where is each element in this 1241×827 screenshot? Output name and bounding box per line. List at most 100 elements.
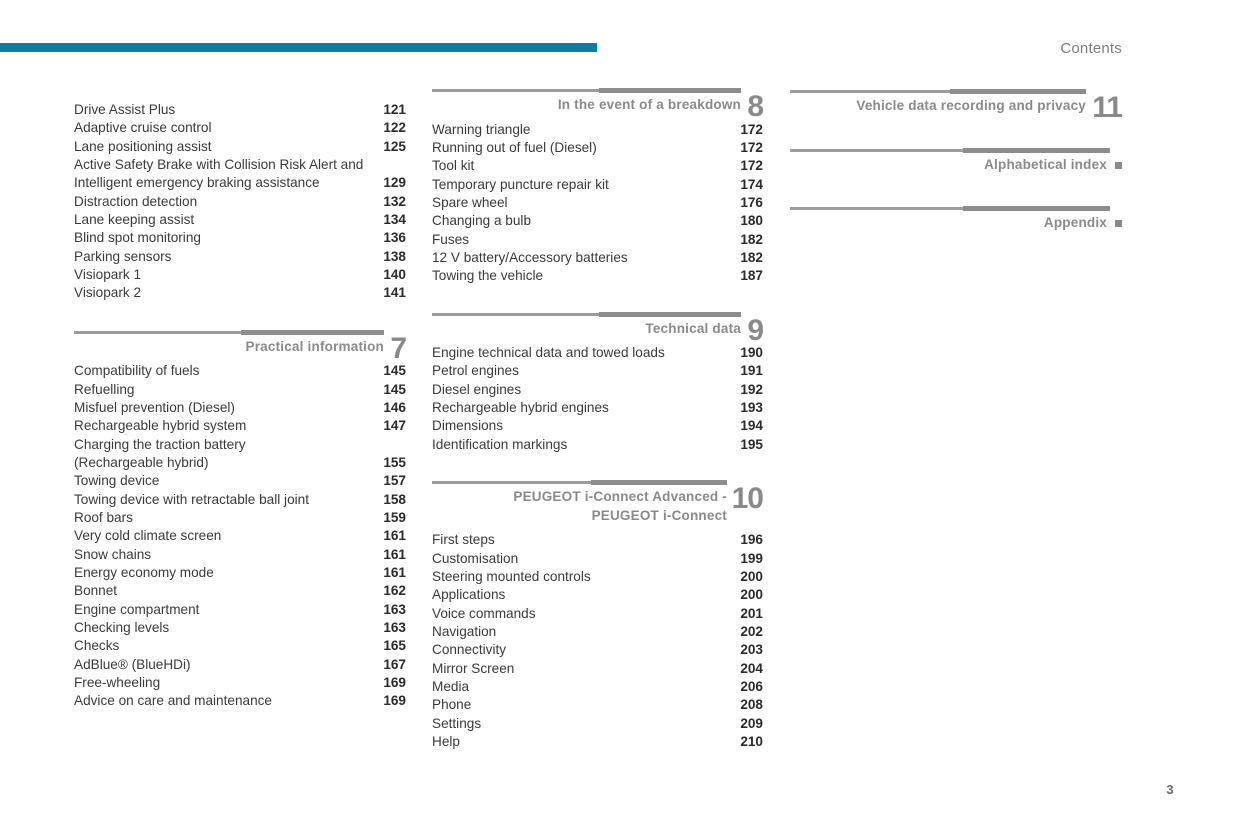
toc-section: Vehicle data recording and privacy 11	[790, 89, 1123, 123]
toc-entry: Intelligent emergency braking assistance…	[74, 174, 406, 192]
toc-entry-label: Phone	[432, 697, 472, 713]
toc-entry-label: Diesel engines	[432, 381, 522, 397]
section-divider-rule	[790, 89, 1086, 94]
toc-entry-page: 172	[740, 158, 763, 174]
section-title: Vehicle data recording and privacy	[790, 97, 1086, 116]
toc-entry-page: 161	[383, 528, 406, 544]
toc-entry-page: 203	[740, 642, 763, 658]
section-divider-rule	[790, 206, 1110, 211]
toc-entry-page: 180	[740, 213, 763, 229]
square-bullet-icon	[1115, 220, 1122, 227]
section-header: PEUGEOT i-Connect Advanced - PEUGEOT i-Co…	[432, 482, 764, 526]
section-title-text: Practical information	[245, 338, 384, 354]
toc-entry-label: Running out of fuel (Diesel)	[432, 139, 597, 155]
section-number: 7	[390, 331, 407, 365]
section-number: 10	[731, 482, 764, 516]
toc-entry-label: Media	[432, 678, 470, 694]
toc-entry-page: 209	[740, 715, 763, 731]
toc-entry: Customisation 199	[432, 550, 763, 568]
toc-entry: Rechargeable hybrid system 147	[74, 417, 406, 435]
toc-entry-page: 182	[740, 231, 763, 247]
toc-entry-page: 187	[740, 268, 763, 284]
toc-entry: Tool kit 172	[432, 157, 763, 175]
toc-entry-label: Changing a bulb	[432, 213, 532, 229]
toc-entry-page: 194	[740, 418, 763, 434]
toc-entry-label: Intelligent emergency braking assistance	[74, 175, 320, 191]
toc-entry: Towing device 157	[74, 472, 406, 490]
toc-entry-label: Roof bars	[74, 510, 133, 526]
toc-entry-label: Parking sensors	[74, 248, 172, 264]
toc-entry-label: Bonnet	[74, 583, 118, 599]
toc-entry-page: 155	[383, 455, 406, 470]
toc-entry: Roof bars 159	[74, 509, 406, 527]
toc-entry-page: 158	[383, 491, 406, 507]
toc-entry: Compatibility of fuels 145	[74, 362, 406, 380]
toc-entry: Free-wheeling 169	[74, 674, 406, 692]
section-title-lines: In the event of a breakdown	[432, 93, 741, 115]
toc-entry: Towing the vehicle 187	[432, 267, 763, 285]
toc-entry-label: Customisation	[432, 550, 519, 566]
toc-entry-label: Free-wheeling	[74, 675, 161, 691]
toc-entry-page: 176	[740, 194, 763, 210]
toc-entry-label: Blind spot monitoring	[74, 230, 201, 246]
toc-entry: Navigation 202	[432, 623, 763, 641]
toc-entry-label: Visiopark 1	[74, 267, 141, 283]
toc-entry-label: Settings	[432, 715, 482, 731]
toc-entry: Settings 209	[432, 715, 763, 733]
toc-entry: Mirror Screen 204	[432, 660, 763, 678]
section-entries: Drive Assist Plus 121 Adaptive cruise cont…	[74, 101, 406, 303]
toc-entry: Warning triangle 172	[432, 121, 763, 139]
square-bullet-icon	[1115, 161, 1122, 169]
toc-entry: Spare wheel 176	[432, 194, 763, 212]
section-title-text: Alphabetical index	[984, 156, 1107, 172]
toc-entry: Active Safety Brake with Collision Risk …	[74, 156, 406, 174]
toc-entry: Checks 165	[74, 637, 406, 655]
toc-entry-label: Dimensions	[432, 418, 504, 434]
toc-entry-label: Checks	[74, 638, 120, 654]
toc-entry-label: Fuses	[432, 231, 470, 247]
section-title: Practical information	[74, 338, 384, 357]
toc-entry: Bonnet 162	[74, 582, 406, 600]
toc-entry: Visiopark 2 141	[74, 284, 406, 302]
toc-entry: First steps 196	[432, 531, 763, 549]
toc-entry-label: Engine technical data and towed loads	[432, 345, 665, 361]
toc-entry: Petrol engines 191	[432, 362, 763, 380]
toc-entry-label: Warning triangle	[432, 121, 531, 137]
toc-entry-page: 161	[383, 565, 406, 581]
toc-entry: Parking sensors 138	[74, 248, 406, 266]
toc-entry-label: Identification markings	[432, 436, 568, 452]
toc-column-1: Drive Assist Plus 121 Adaptive cruise cont…	[74, 101, 407, 711]
section-entries: Compatibility of fuels 145 Refuelling 145 Mi…	[74, 362, 406, 711]
toc-entry: Energy economy mode 161	[74, 564, 406, 582]
toc-entry-label: Charging the traction battery	[74, 436, 246, 452]
toc-entry-page: 147	[383, 418, 406, 434]
section-title-text: Appendix	[1043, 215, 1107, 230]
toc-entry: Media 206	[432, 678, 763, 696]
toc-entry-label: Refuelling	[74, 381, 135, 397]
toc-entry-page: 172	[740, 121, 763, 137]
toc-entry-label: Energy economy mode	[74, 565, 214, 581]
toc-entry-label: Voice commands	[432, 605, 536, 621]
section-number: 11	[1092, 91, 1123, 124]
toc-entry: Lane positioning assist 125	[74, 138, 406, 156]
toc-entry-page: 196	[740, 532, 763, 548]
toc-entry-page: 193	[740, 400, 763, 416]
toc-entry-label: Mirror Screen	[432, 660, 515, 676]
toc-entry-page: 167	[383, 656, 406, 672]
section-divider-rule	[74, 329, 384, 335]
toc-entry-label: Visiopark 2	[74, 285, 141, 301]
section-title-lines: Practical information	[74, 335, 384, 357]
section-title: PEUGEOT i-Connect	[432, 507, 727, 526]
toc-entry-page: 136	[383, 230, 406, 246]
toc-entry-page: 141	[383, 285, 406, 301]
toc-entry-label: Towing device with retractable ball join…	[74, 491, 309, 507]
toc-entry-page: 121	[383, 102, 406, 117]
toc-entry-page: 201	[740, 605, 763, 621]
toc-entry-page: 145	[383, 363, 406, 379]
toc-entry: Refuelling 145	[74, 381, 406, 399]
toc-entry-label: 12 V battery/Accessory batteries	[432, 249, 628, 265]
toc-entry-label: AdBlue® (BlueHDi)	[74, 656, 191, 672]
section-title-lines: Vehicle data recording and privacy	[790, 94, 1086, 116]
toc-entry-page: 169	[383, 693, 406, 709]
toc-entry: Distraction detection 132	[74, 193, 406, 211]
